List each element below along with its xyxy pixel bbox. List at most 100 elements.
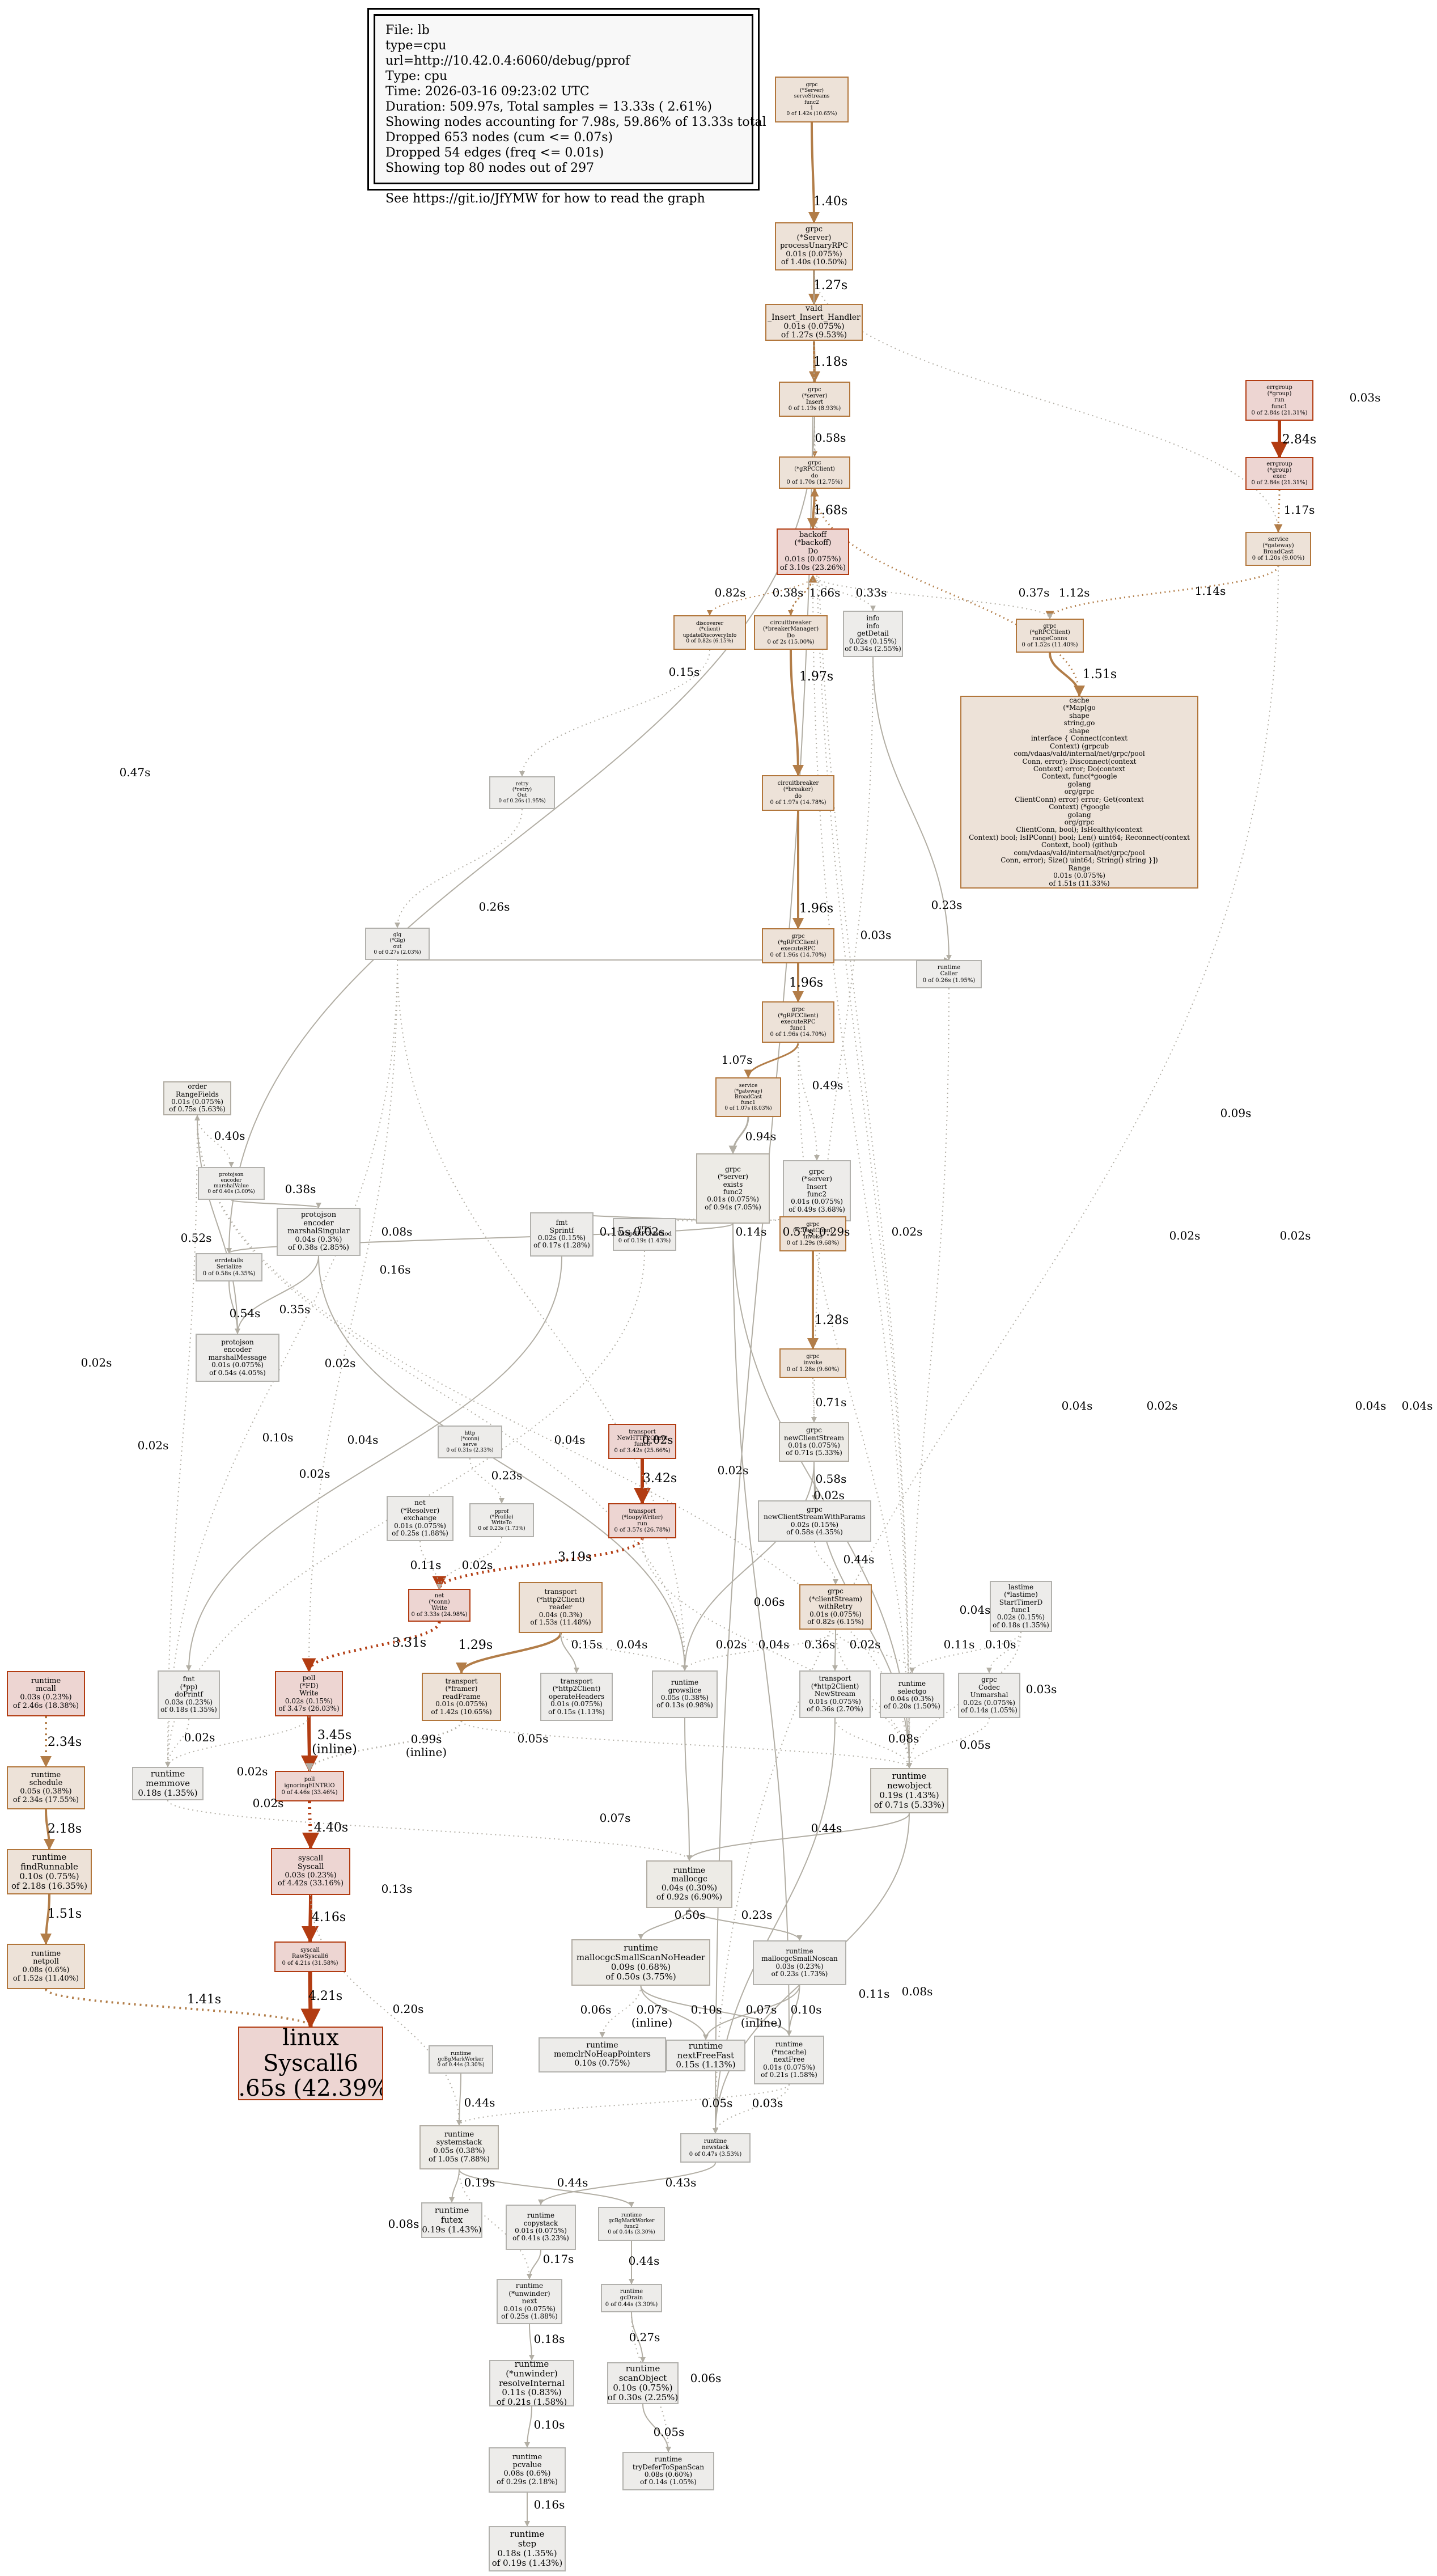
node-orderRange[interactable]: order RangeFields 0.01s (0.075%) of 0.75s (… [163, 1081, 231, 1115]
node-line: 0.01s (0.075%) [435, 1700, 488, 1708]
node-errgroupFunc1[interactable]: errgroup (*group) run func1 0 of 2.84s (21.3… [1245, 380, 1313, 421]
node-gRPCDo[interactable]: grpc (*gRPCClient) do 0 of 1.70s (12.75%) [779, 456, 850, 489]
edge-label: 0.11s [410, 1558, 442, 1572]
node-line: runtime [31, 1949, 61, 1958]
node-runtimeCaller[interactable]: runtime Caller 0 of 0.26s (1.95%) [916, 960, 982, 988]
node-loopyRun[interactable]: transport (*loopyWriter) run 0 of 3.57s (26… [608, 1503, 676, 1538]
node-insertHandler[interactable]: vald _Insert_Insert_Handler 0.01s (0.075%)… [765, 304, 863, 341]
node-pprofWriteTo[interactable]: pprof (*Profile) WriteTo 0 of 0.23s (1.73%) [469, 1503, 534, 1537]
node-serverInsertFunc2[interactable]: grpc (*server) Insert func2 0.01s (0.075%) of… [783, 1160, 851, 1221]
node-systemstack[interactable]: runtime systemstack 0.05s (0.38%) of 1.05s … [419, 2125, 499, 2169]
node-httpServe[interactable]: http (*conn) serve 0 of 0.31s (2.33%) [438, 1426, 502, 1458]
node-operateHeaders[interactable]: transport (*http2Client) operateHeaders 0.0… [540, 1673, 613, 1721]
node-netResolverExchange[interactable]: net (*Resolver) exchange 0.01s (0.075%) of 0… [387, 1496, 453, 1541]
node-newClientStreamWithParams[interactable]: grpc newClientStreamWithParams 0.02s (0.15… [758, 1500, 871, 1542]
node-errgroupExec[interactable]: errgroup (*group) exec 0 of 2.84s (21.31%) [1245, 457, 1313, 490]
node-transportNewHTTP2[interactable]: transport NewHTTP2Client func6 0 of 3.42s (… [608, 1424, 676, 1459]
node-glgOut[interactable]: glg (*Glg) out 0 of 0.27s (2.03%) [365, 928, 430, 960]
node-cbBreakerDo[interactable]: circuitbreaker (*breaker) do 0 of 1.97s (14… [762, 775, 834, 811]
node-mallocSmallNoscan[interactable]: runtime mallocgcSmallNoscan 0.03s (0.23%) o… [753, 1940, 846, 1985]
node-pcvalue[interactable]: runtime pcvalue 0.08s (0.6%) of 0.29s (2.18… [489, 2447, 566, 2493]
node-marshalMessage[interactable]: protojson encoder marshalMessage 0.01s (0.0… [196, 1334, 279, 1382]
node-http2ClientReader[interactable]: transport (*http2Client) reader 0.04s (0.3%… [519, 1582, 603, 1633]
node-newobject[interactable]: runtime newobject 0.19s (1.43%) of 0.71s (5… [870, 1768, 948, 1813]
node-codecUnmarshal[interactable]: grpc Codec Unmarshal 0.02s (0.075%) of 0.14s… [958, 1673, 1020, 1718]
node-gcBgMark[interactable]: runtime gcBgMarkWorker 0 of 0.44s (3.30%) [429, 2045, 493, 2074]
node-http2NewStream[interactable]: transport (*http2Client) NewStream 0.01s (0… [799, 1670, 871, 1718]
node-processUnary[interactable]: grpc (*Server) processUnaryRPC 0.01s (0.075… [775, 222, 853, 270]
node-memclr[interactable]: runtime memclrNoHeapPointers 0.10s (0.75%) [539, 2037, 666, 2072]
node-runtimeMcall[interactable]: runtime mcall 0.03s (0.23%) of 2.46s (18.38… [7, 1671, 85, 1716]
node-line: 0.18s (1.35%) [497, 2548, 557, 2558]
node-futex[interactable]: runtime futex 0.19s (1.43%) [421, 2202, 482, 2238]
node-withRetry[interactable]: grpc (*clientStream) withRetry 0.01s (0.075… [799, 1584, 872, 1630]
node-srvInsert[interactable]: grpc (*server) Insert 0 of 1.19s (8.93%) [779, 382, 850, 417]
node-nextFreeFast[interactable]: runtime nextFreeFast 0.15s (1.13%) [666, 2040, 745, 2071]
node-marshalSingular[interactable]: protojson encoder marshalSingular 0.04s (0.… [277, 1208, 361, 1256]
node-errdetails[interactable]: errdetails Serialize 0 of 0.58s (4.35%) [196, 1253, 262, 1281]
node-retryOut[interactable]: retry (*retry) Out 0 of 0.26s (1.95%) [489, 776, 555, 809]
node-mallocSmallScanNoHeader[interactable]: runtime mallocgcSmallScanNoHeader 0.09s (0… [571, 1939, 710, 1986]
node-syscallSyscall[interactable]: syscall Syscall 0.03s (0.23%) of 4.42s (33.… [271, 1848, 350, 1895]
edge-rawSyscall6-to-linuxSyscall6 [300, 1972, 321, 2029]
node-findRunnable[interactable]: runtime findRunnable 0.10s (0.75%) of 2.18s… [7, 1849, 92, 1894]
node-executeRPCFunc1[interactable]: grpc (*gRPCClient) executeRPC func1 0 of 1.9… [762, 1001, 834, 1043]
node-line: 0 of 1.97s (14.78%) [770, 799, 826, 806]
node-netpoll[interactable]: runtime netpoll 0.08s (0.6%) of 1.52s (11.4… [7, 1944, 85, 1989]
node-runtimeSchedule[interactable]: runtime schedule 0.05s (0.38%) of 2.34s (17… [7, 1766, 85, 1809]
node-newstack[interactable]: runtime newstack 0 of 0.47s (3.53%) [680, 2133, 751, 2163]
edge-label: 0.09s [1220, 1106, 1252, 1120]
node-gcBgMarkFunc2[interactable]: runtime gcBgMarkWorker func2 0 of 0.44s (3.… [598, 2207, 665, 2241]
edge-gcDrain-to-scanObject [631, 2312, 646, 2363]
node-pollFDWrite[interactable]: poll (*FD) Write 0.02s (0.15%) of 3.47s (26.… [275, 1671, 343, 1716]
node-mallocgc[interactable]: runtime mallocgc 0.04s (0.30%) of 0.92s (6.… [646, 1860, 732, 1908]
node-rawSyscall6[interactable]: syscall RawSyscall6 0 of 4.21s (31.58%) [274, 1941, 346, 1972]
node-executeRPC[interactable]: grpc (*gRPCClient) executeRPC 0 of 1.96s (1… [762, 928, 834, 963]
node-memmove[interactable]: runtime memmove 0.18s (1.35%) [132, 1767, 204, 1800]
node-infoGetDetail[interactable]: info info getDetail 0.02s (0.15%) of 0.34s (… [843, 611, 903, 657]
node-line: func2 [804, 99, 819, 105]
node-gatewayBroadCast[interactable]: service (*gateway) BroadCast 0 of 1.20s (9.… [1245, 532, 1311, 566]
node-readFrame[interactable]: transport (*framer) readFrame 0.01s (0.075%… [422, 1673, 501, 1721]
node-scanObject[interactable]: runtime scanObject 0.10s (0.75%) of 0.30s (… [607, 2362, 679, 2404]
node-fmtFprintf[interactable]: fmt (*pp) doPrintf 0.03s (0.23%) of 0.18s (1… [158, 1670, 220, 1719]
node-line: (*gRPCClient) [1029, 629, 1070, 636]
node-gcDrain[interactable]: runtime gcDrain 0 of 0.44s (3.30%) [601, 2284, 662, 2312]
node-pollIgnoringEINTR[interactable]: poll ignoringEINTRIO 0 of 4.46s (33.46%) [275, 1771, 344, 1801]
node-lastimeStart[interactable]: lastime (*lastime) StartTimerD func1 0.02s (… [990, 1581, 1052, 1632]
node-marshalValue[interactable]: protojson encoder marshalValue 0 of 0.40s (… [198, 1167, 265, 1200]
node-unwinderNext[interactable]: runtime (*unwinder) next 0.01s (0.075%) of 0… [497, 2279, 562, 2324]
node-tryDefer[interactable]: runtime tryDeferToSpanScan 0.08s (0.60%) of… [622, 2452, 714, 2490]
node-serverExists[interactable]: grpc (*server) exists func2 0.01s (0.075%) of… [696, 1153, 770, 1224]
node-newClientStream[interactable]: grpc newClientStream 0.01s (0.075%) of 0.71… [779, 1422, 849, 1462]
node-runtimeStep[interactable]: runtime step 0.18s (1.35%) of 0.19s (1.43%) [489, 2526, 566, 2571]
node-discoverer[interactable]: discoverer (*client) updateDiscoveryInfo 0 … [673, 615, 746, 650]
node-line: 0.10s (0.75%) [613, 2383, 673, 2393]
node-line: 0 of 0.44s (3.30%) [608, 2230, 655, 2236]
node-wrapGRPCMethod[interactable]: grpc WrapGRPCMethod 0 of 0.19s (1.43%) [613, 1218, 676, 1251]
edge-label: 0.54s [229, 1306, 261, 1320]
node-resolveInternal[interactable]: runtime (*unwinder) resolveInternal 0.11s (… [489, 2360, 574, 2406]
edge-label: 0.40s [214, 1129, 245, 1143]
node-cacheRange[interactable]: cache (*Map[go shape string,go shape interfac… [960, 696, 1198, 889]
node-gatewayBroadCastFunc1[interactable]: service (*gateway) BroadCast func1 0 of 1.07… [715, 1077, 781, 1117]
node-copystack[interactable]: runtime copystack 0.01s (0.075%) of 0.41s (… [506, 2205, 576, 2250]
node-line: grpc [1043, 623, 1057, 629]
node-line: 5.65s (42.39%) [238, 2075, 382, 2100]
node-mcacheNextFree[interactable]: runtime (*mcache) nextFree 0.01s (0.075%) of… [754, 2036, 824, 2084]
node-grpcInvoke[interactable]: grpc invoke 0 of 1.28s (9.60%) [779, 1348, 846, 1378]
node-line: 0 of 1.52s (11.40%) [1021, 642, 1078, 649]
node-line: of 0.13s (0.98%) [656, 1701, 713, 1710]
node-srvfunc2[interactable]: grpc (*Server) serveStreams func2 1 0 of 1.42… [775, 77, 849, 122]
node-netConnWrite[interactable]: net (*conn) Write 0 of 3.33s (24.98%) [408, 1589, 470, 1622]
node-selectgo[interactable]: runtime selectgo 0.04s (0.3%) of 0.20s (1.5… [880, 1673, 944, 1718]
node-backoffDo[interactable]: backoff (*backoff) Do 0.01s (0.075%) of 3.10… [777, 528, 849, 575]
node-fmtSprintf[interactable]: fmt Sprintf 0.02s (0.15%) of 0.17s (1.28%) [530, 1212, 594, 1257]
node-cbManagerDo[interactable]: circuitbreaker (*breakerManager) Do 0 of 2s… [754, 615, 828, 650]
node-rangeConns[interactable]: grpc (*gRPCClient) rangeConns 0 of 1.52s (1… [1016, 619, 1084, 653]
node-linuxSyscall6[interactable]: linuxSyscall65.65s (42.39%) [238, 2027, 383, 2100]
edge-label: 0.44s [628, 2254, 660, 2268]
node-growslice[interactable]: runtime growslice 0.05s (0.38%) of 0.13s (0… [652, 1670, 718, 1718]
node-line: 0.10s (0.75%) [574, 2058, 630, 2068]
node-clientConnInvoke[interactable]: grpc (*ClientConn) Invoke 0 of 1.29s (9.68%… [779, 1216, 846, 1251]
